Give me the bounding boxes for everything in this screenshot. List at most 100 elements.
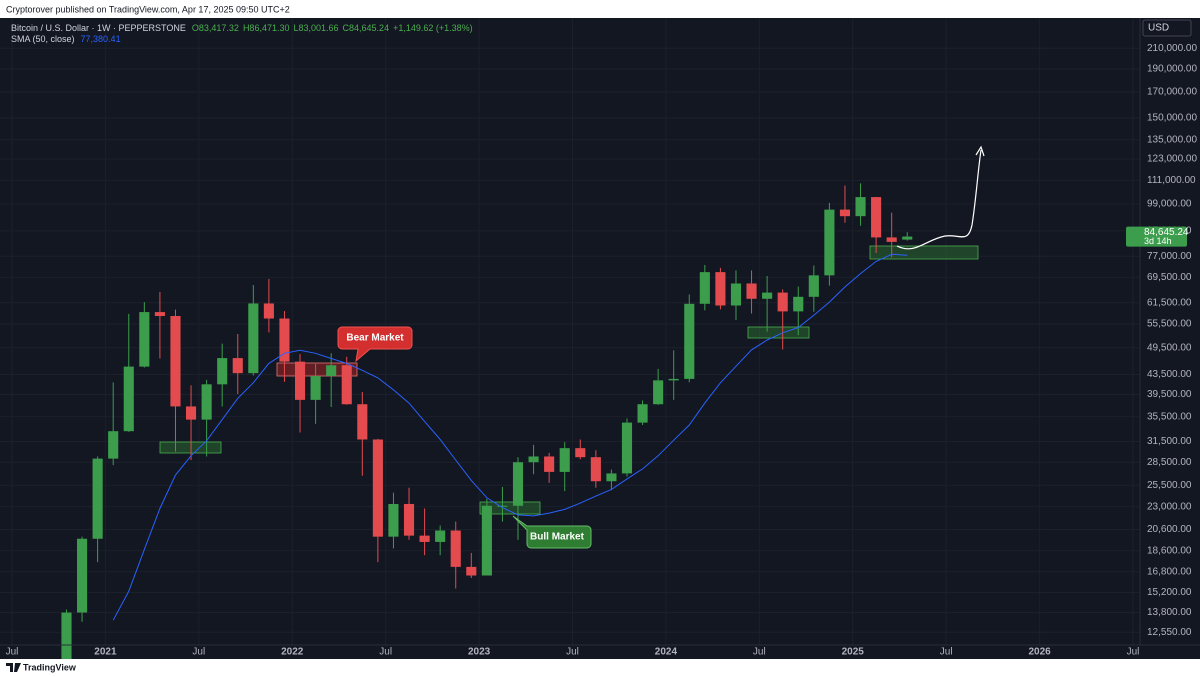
marks	[61, 183, 913, 672]
x-tick-label: 2021	[94, 647, 117, 658]
candle-body	[793, 296, 804, 312]
title: Bitcoin / U.S. Dollar · 1W · PEPPERSTONE	[11, 23, 186, 33]
footer	[0, 659, 1200, 677]
candle-body	[279, 318, 290, 362]
currency: USD	[1148, 23, 1169, 34]
zone	[747, 326, 810, 339]
candle-body	[512, 462, 524, 506]
legend-value: 77,380.41	[81, 34, 121, 44]
currency-box	[1142, 19, 1192, 37]
candle-body	[902, 236, 913, 240]
candle-body	[170, 316, 181, 407]
candle-body	[466, 566, 477, 576]
candle-body	[201, 384, 212, 420]
y-tick-label: 13,800.00	[1147, 607, 1192, 618]
candle-body	[61, 612, 72, 664]
y-tick-label: 20,600.00	[1147, 524, 1192, 535]
ohlc: C84,645.24	[343, 23, 390, 33]
x-tick-label: Jul	[192, 647, 205, 658]
candle-body	[746, 283, 757, 299]
y-tick-label: 210,000.00	[1147, 43, 1197, 54]
candle-body	[123, 366, 134, 432]
zone	[479, 501, 541, 515]
candle-body	[839, 209, 851, 217]
candle-body	[777, 292, 788, 312]
candle-body	[310, 375, 321, 400]
candle-body	[248, 303, 259, 374]
candle-body	[435, 530, 446, 542]
candle-body	[699, 272, 710, 304]
y-tick-label: 43,500.00	[1147, 369, 1192, 380]
y-tick-label: 18,600.00	[1147, 545, 1192, 556]
x-tick-label: Jul	[379, 647, 392, 658]
ohlc: H86,471.30	[243, 23, 290, 33]
candle-body	[715, 272, 726, 306]
ohlc: +1,149.62 (+1.38%)	[393, 23, 473, 33]
y-tick-label: 99,000.00	[1147, 199, 1192, 210]
annotation-box	[512, 515, 592, 549]
candle-body	[294, 361, 306, 400]
logo	[6, 663, 21, 672]
attribution-bar	[0, 0, 1200, 18]
x-tick-label: 2025	[842, 647, 865, 658]
candle-body	[326, 365, 337, 376]
x-tick-label: 2022	[281, 647, 304, 658]
legend-entry: SMA (50, close)	[11, 34, 75, 44]
forecast-arrow	[896, 149, 982, 250]
candle-body	[139, 312, 150, 367]
y-tick-label: 55,500.00	[1147, 319, 1192, 330]
x-tick-label: 2024	[655, 647, 678, 658]
candle-body	[388, 503, 399, 537]
annotation: Bear Market	[346, 333, 404, 344]
x-tick-label: Jul	[566, 647, 579, 658]
candle-body	[871, 197, 882, 238]
candle-body	[886, 237, 897, 242]
y-tick-label: 35,500.00	[1147, 411, 1192, 422]
candle-body	[341, 365, 352, 405]
y-tick-label: 61,500.00	[1147, 297, 1192, 308]
last-price: 84,645.24	[1144, 227, 1189, 238]
candle-body	[217, 358, 228, 385]
x-tick-label: 2026	[1028, 647, 1051, 658]
y-tick-label: 77,000.00	[1147, 251, 1192, 262]
candle-body	[637, 404, 648, 423]
candle-body	[590, 457, 601, 482]
brand: TradingView	[23, 662, 77, 672]
y-tick-label: 49,500.00	[1147, 342, 1192, 353]
candle-body	[263, 303, 274, 319]
candle-body	[730, 283, 742, 306]
arrow-head	[975, 145, 985, 157]
candle-body	[450, 530, 461, 567]
y-tick-label: 150,000.00	[1147, 113, 1197, 124]
chart-title: Bitcoin / U.S. Dollar · 1W · PEPPERSTONE…	[11, 23, 473, 33]
candle-body	[372, 439, 383, 537]
y-tick-label: 135,000.00	[1147, 134, 1197, 145]
candle-body	[653, 380, 664, 405]
y-tick-label: 31,500.00	[1147, 436, 1192, 447]
candle-body	[621, 422, 633, 474]
y-tick-label: 12,550.00	[1147, 627, 1192, 638]
sma-legend: SMA (50, close) 77,380.41	[11, 34, 121, 44]
candle-body	[403, 503, 415, 536]
x-tick-label: Jul	[1127, 647, 1140, 658]
zone	[159, 441, 222, 454]
candle-body	[232, 358, 243, 374]
candle-body	[108, 431, 119, 459]
candle-body	[528, 456, 539, 463]
y-tick-label: 111,000.00	[1147, 175, 1196, 186]
candle-body	[559, 448, 570, 472]
candle-body	[606, 473, 617, 482]
candle-body	[497, 505, 508, 507]
ohlc: L83,001.66	[293, 23, 338, 33]
annotation: Bull Market	[530, 532, 585, 543]
x-tick-label: Jul	[753, 647, 766, 658]
y-tick-label: 123,000.00	[1147, 154, 1197, 165]
candle-body	[668, 378, 679, 381]
candle-body	[762, 292, 773, 299]
countdown: 3d 14h	[1144, 236, 1172, 246]
attribution: Cryptorover published on TradingView.com…	[6, 4, 290, 14]
last-price-box	[1126, 226, 1187, 247]
